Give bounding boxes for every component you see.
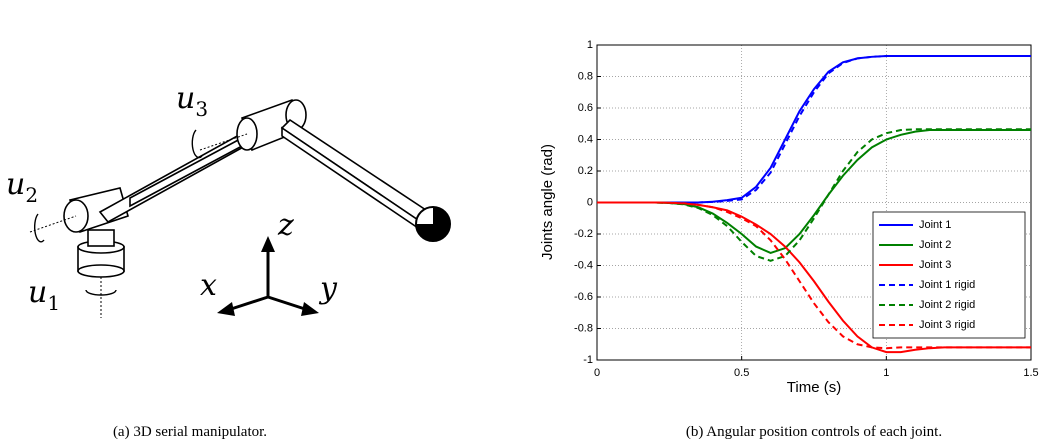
link-2-side [281, 126, 425, 234]
y-tick-label: 0.2 [578, 165, 593, 177]
axis-y [267, 295, 309, 312]
legend-label: Joint 1 rigid [919, 279, 975, 291]
y-tick-label: -0.2 [574, 228, 593, 240]
axis-x [227, 295, 269, 312]
rotation-u1 [85, 289, 117, 296]
x-tick-label: 1 [883, 367, 889, 379]
rotation-u3 [191, 129, 203, 159]
label-y: y [318, 271, 338, 306]
caption-a: (a) 3D serial manipulator. [113, 424, 267, 440]
legend-label: Joint 2 rigid [919, 299, 975, 311]
y-tick-label: 0.8 [578, 70, 593, 82]
x-axis-label: Time (s) [787, 379, 841, 396]
legend-label: Joint 2 [919, 239, 951, 251]
manipulator-diagram: u2 u3 u1 z x y (a) 3D serial manipulator… [6, 81, 451, 440]
label-u1: u1 [28, 275, 60, 315]
frame-axes [227, 246, 309, 312]
legend: Joint 1 Joint 2 Joint 3 Joint 1 rigid Joint … [872, 211, 1026, 339]
legend-label: Joint 3 [919, 259, 951, 271]
legend-label: Joint 1 [919, 219, 951, 231]
y-tick-label: -0.8 [574, 322, 593, 334]
label-u2: u2 [6, 167, 38, 207]
axis-u3 [199, 133, 248, 151]
x-tick-label: 1.5 [1023, 367, 1038, 379]
caption-b: (b) Angular position controls of each jo… [686, 424, 942, 440]
label-z: z [277, 208, 294, 243]
x-tick-label: 0.5 [734, 367, 749, 379]
link-2 [280, 118, 434, 226]
base-neck [87, 229, 115, 247]
rotation-u2 [33, 213, 45, 243]
y-axis-label: Joints angle (rad) [539, 144, 556, 260]
frame-arrowheads [217, 236, 319, 316]
y-tick-label: -1 [583, 354, 593, 366]
y-tick-label: -0.6 [574, 291, 593, 303]
legend-label: Joint 3 rigid [919, 319, 975, 331]
y-tick-label: 1 [587, 39, 593, 51]
y-tick-label: 0.4 [578, 133, 593, 145]
axis-u2 [29, 215, 77, 233]
legend-box [872, 211, 1026, 339]
link-1-side [129, 136, 243, 208]
y-tick-label: 0.6 [578, 102, 593, 114]
end-effector-shade [416, 207, 450, 241]
y-tick-label: -0.4 [574, 259, 593, 271]
base-bottom [77, 264, 125, 278]
label-x: x [200, 268, 217, 303]
x-tick-label: 0 [594, 367, 600, 379]
y-tick-label: 0 [587, 196, 593, 208]
series-line [597, 201, 1031, 350]
chart: Time (s) Joints angle (rad) (b) Angular … [539, 39, 1039, 440]
label-u3: u3 [176, 81, 208, 121]
